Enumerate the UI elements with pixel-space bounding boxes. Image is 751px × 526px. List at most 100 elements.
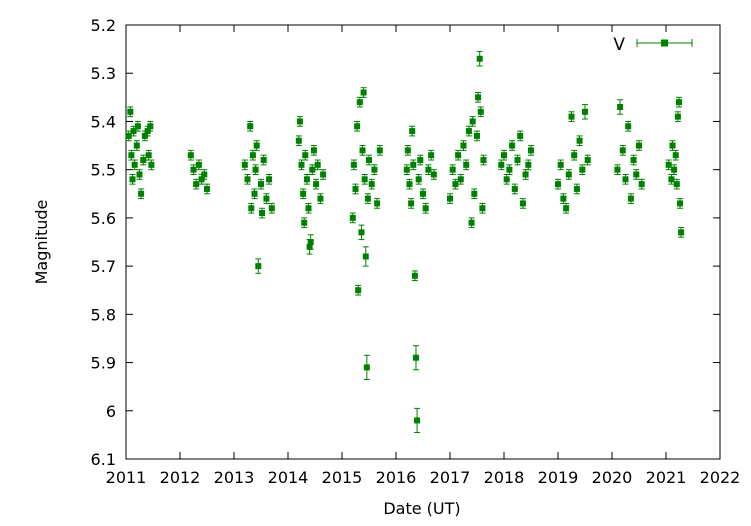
data-point	[506, 164, 513, 175]
y-tick-label: 5.3	[91, 64, 116, 83]
data-point	[349, 212, 356, 224]
point-marker	[476, 55, 483, 62]
data-point	[361, 173, 368, 185]
data-point	[134, 120, 141, 132]
point-marker	[127, 108, 134, 115]
point-marker	[376, 147, 383, 154]
data-point	[409, 125, 416, 137]
data-point	[358, 224, 365, 241]
data-point	[128, 149, 135, 161]
data-points	[125, 51, 685, 433]
data-point	[201, 169, 208, 180]
point-marker	[145, 152, 152, 159]
data-point	[614, 164, 621, 175]
data-point	[303, 173, 310, 185]
data-point	[579, 164, 586, 175]
point-marker	[313, 181, 320, 188]
y-tick-label: 5.4	[91, 112, 116, 131]
data-point	[665, 159, 672, 171]
x-axis-title: Date (UT)	[383, 499, 460, 518]
point-marker	[625, 123, 632, 130]
x-tick-label: 2013	[214, 468, 255, 487]
point-marker	[147, 123, 154, 130]
data-point	[307, 234, 314, 250]
data-point	[298, 159, 305, 171]
point-marker	[260, 157, 267, 164]
point-marker	[471, 190, 478, 197]
point-marker	[463, 161, 470, 168]
data-point	[127, 106, 134, 118]
point-marker	[579, 166, 586, 173]
data-point	[638, 178, 645, 190]
point-marker	[519, 200, 526, 207]
point-marker	[360, 89, 367, 96]
point-marker	[364, 195, 371, 202]
data-point	[503, 173, 510, 185]
data-point	[668, 173, 675, 185]
point-marker	[474, 132, 480, 139]
point-marker	[673, 181, 680, 188]
point-marker	[412, 354, 419, 361]
x-tick-label: 2020	[592, 468, 633, 487]
data-point	[674, 111, 681, 122]
point-marker	[665, 161, 672, 168]
point-marker	[301, 219, 308, 226]
data-point	[479, 202, 486, 214]
point-marker	[557, 161, 564, 168]
point-marker	[563, 205, 570, 212]
point-marker	[195, 161, 202, 168]
y-tick-label: 5.2	[91, 16, 116, 35]
y-axis-title: Magnitude	[32, 200, 51, 285]
x-tick-label: 2017	[430, 468, 471, 487]
data-point	[266, 173, 273, 185]
data-point	[457, 173, 464, 185]
data-point	[430, 169, 437, 180]
data-point	[414, 407, 421, 433]
data-point	[565, 169, 572, 180]
point-marker	[201, 171, 208, 178]
point-marker	[630, 157, 637, 164]
point-marker	[251, 190, 258, 197]
point-marker	[479, 205, 486, 212]
point-marker	[475, 94, 482, 101]
point-marker	[305, 205, 312, 212]
point-marker	[619, 147, 626, 154]
data-point	[296, 116, 303, 127]
data-point	[412, 345, 419, 371]
point-marker	[506, 166, 513, 173]
data-point	[460, 140, 467, 151]
point-marker	[633, 171, 640, 178]
data-point	[366, 154, 372, 166]
point-marker	[352, 185, 359, 192]
point-marker	[255, 263, 262, 270]
point-marker	[296, 118, 303, 125]
point-marker	[417, 157, 424, 164]
data-point	[622, 173, 629, 185]
point-marker	[420, 190, 426, 197]
legend: V	[613, 35, 693, 55]
point-marker	[457, 176, 464, 183]
point-marker	[622, 176, 629, 183]
point-marker	[190, 166, 197, 173]
point-marker	[252, 166, 259, 173]
point-marker	[148, 161, 155, 168]
data-point	[255, 258, 262, 274]
x-tick-label: 2019	[538, 468, 579, 487]
data-point	[252, 164, 259, 175]
point-marker	[244, 176, 251, 183]
plot-frame	[125, 24, 721, 460]
point-marker	[374, 200, 381, 207]
data-point	[474, 130, 480, 142]
x-tick-label: 2011	[106, 468, 147, 487]
data-point	[678, 227, 685, 238]
data-point	[636, 140, 642, 151]
legend-marker	[661, 39, 668, 47]
point-marker	[133, 142, 140, 149]
point-marker	[129, 176, 136, 183]
point-marker	[295, 137, 302, 144]
data-point	[354, 120, 361, 132]
point-marker	[204, 185, 210, 192]
point-marker	[460, 142, 467, 149]
point-marker	[671, 166, 678, 173]
point-marker	[359, 147, 366, 154]
